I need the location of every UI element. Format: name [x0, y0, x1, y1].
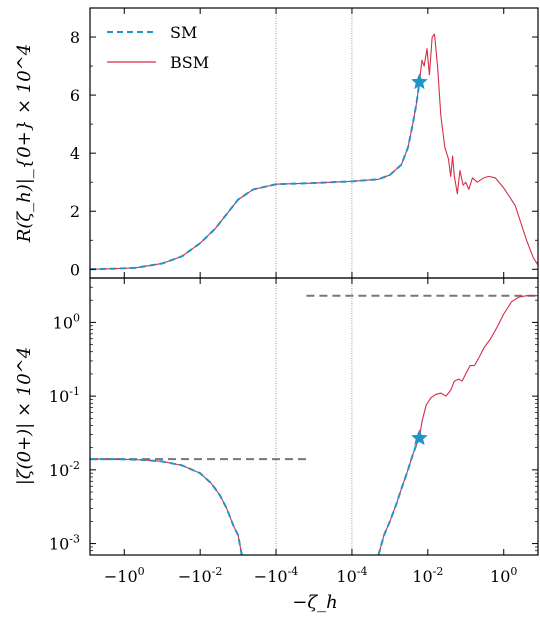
bottom-y-ticks: 10-3 10-2 10-1 100 — [49, 277, 538, 556]
bottom-asymptote-lines — [90, 294, 538, 461]
top-panel-frame — [89, 7, 539, 279]
xtick-label-0: −100 — [104, 565, 145, 586]
xtick-label-5: 100 — [490, 565, 517, 586]
xtick-label-1: −10-2 — [178, 565, 222, 586]
bottom-ytick-label-2: 10-1 — [49, 385, 80, 406]
x-ticks: −100 −10-2 −10-4 10-4 10-2 100 — [104, 8, 517, 586]
top-reference-vlines — [275, 8, 353, 278]
top-ytick-label-2: 4 — [70, 144, 80, 163]
x-axis-title-label: −ζ_h — [292, 592, 337, 613]
top-series-group — [90, 33, 538, 271]
top-ytick-label-1: 2 — [70, 202, 80, 221]
top-series-bsm-1 — [90, 33, 538, 270]
top-ytick-label-4: 8 — [70, 28, 80, 47]
bottom-y-axis-title-label: |ζ(0+)| × 10^4 — [14, 347, 35, 485]
top-y-axis-title-label: R(ζ_h)|_{0+} × 10^4 — [14, 44, 35, 243]
star-markers — [411, 73, 428, 446]
bottom-series-group — [90, 295, 538, 555]
bottom-star-marker — [411, 429, 428, 446]
xtick-label-3: 10-4 — [336, 565, 367, 586]
top-star-marker — [411, 73, 428, 90]
bottom-series-bsm-2 — [90, 458, 243, 555]
legend-sm-label: SM — [170, 23, 197, 42]
bottom-series-sm-1 — [377, 437, 421, 555]
top-series-sm-0 — [90, 81, 421, 271]
bottom-ytick-label-3: 100 — [53, 311, 80, 332]
bottom-ytick-label-0: 10-3 — [49, 533, 80, 554]
top-ytick-label-3: 6 — [70, 86, 80, 105]
top-ytick-label-0: 0 — [70, 260, 80, 279]
bottom-ytick-label-1: 10-2 — [49, 459, 80, 480]
bottom-reference-vlines — [275, 278, 353, 555]
xtick-label-2: −10-4 — [254, 565, 298, 586]
legend-bsm-label: BSM — [170, 53, 209, 72]
top-y-axis-title: R(ζ_h)|_{0+} × 10^4 — [14, 44, 35, 243]
x-axis-title: −ζ_h — [292, 592, 337, 613]
bottom-panel-frame — [89, 277, 539, 556]
xtick-label-4: 10-2 — [412, 565, 443, 586]
bottom-series-bsm-3 — [377, 295, 538, 555]
top-y-ticks: 0 2 4 6 8 — [70, 7, 538, 279]
legend: SM BSM — [107, 23, 209, 72]
bottom-series-sm-0 — [90, 458, 243, 555]
bottom-y-axis-title: |ζ(0+)| × 10^4 — [14, 347, 35, 485]
